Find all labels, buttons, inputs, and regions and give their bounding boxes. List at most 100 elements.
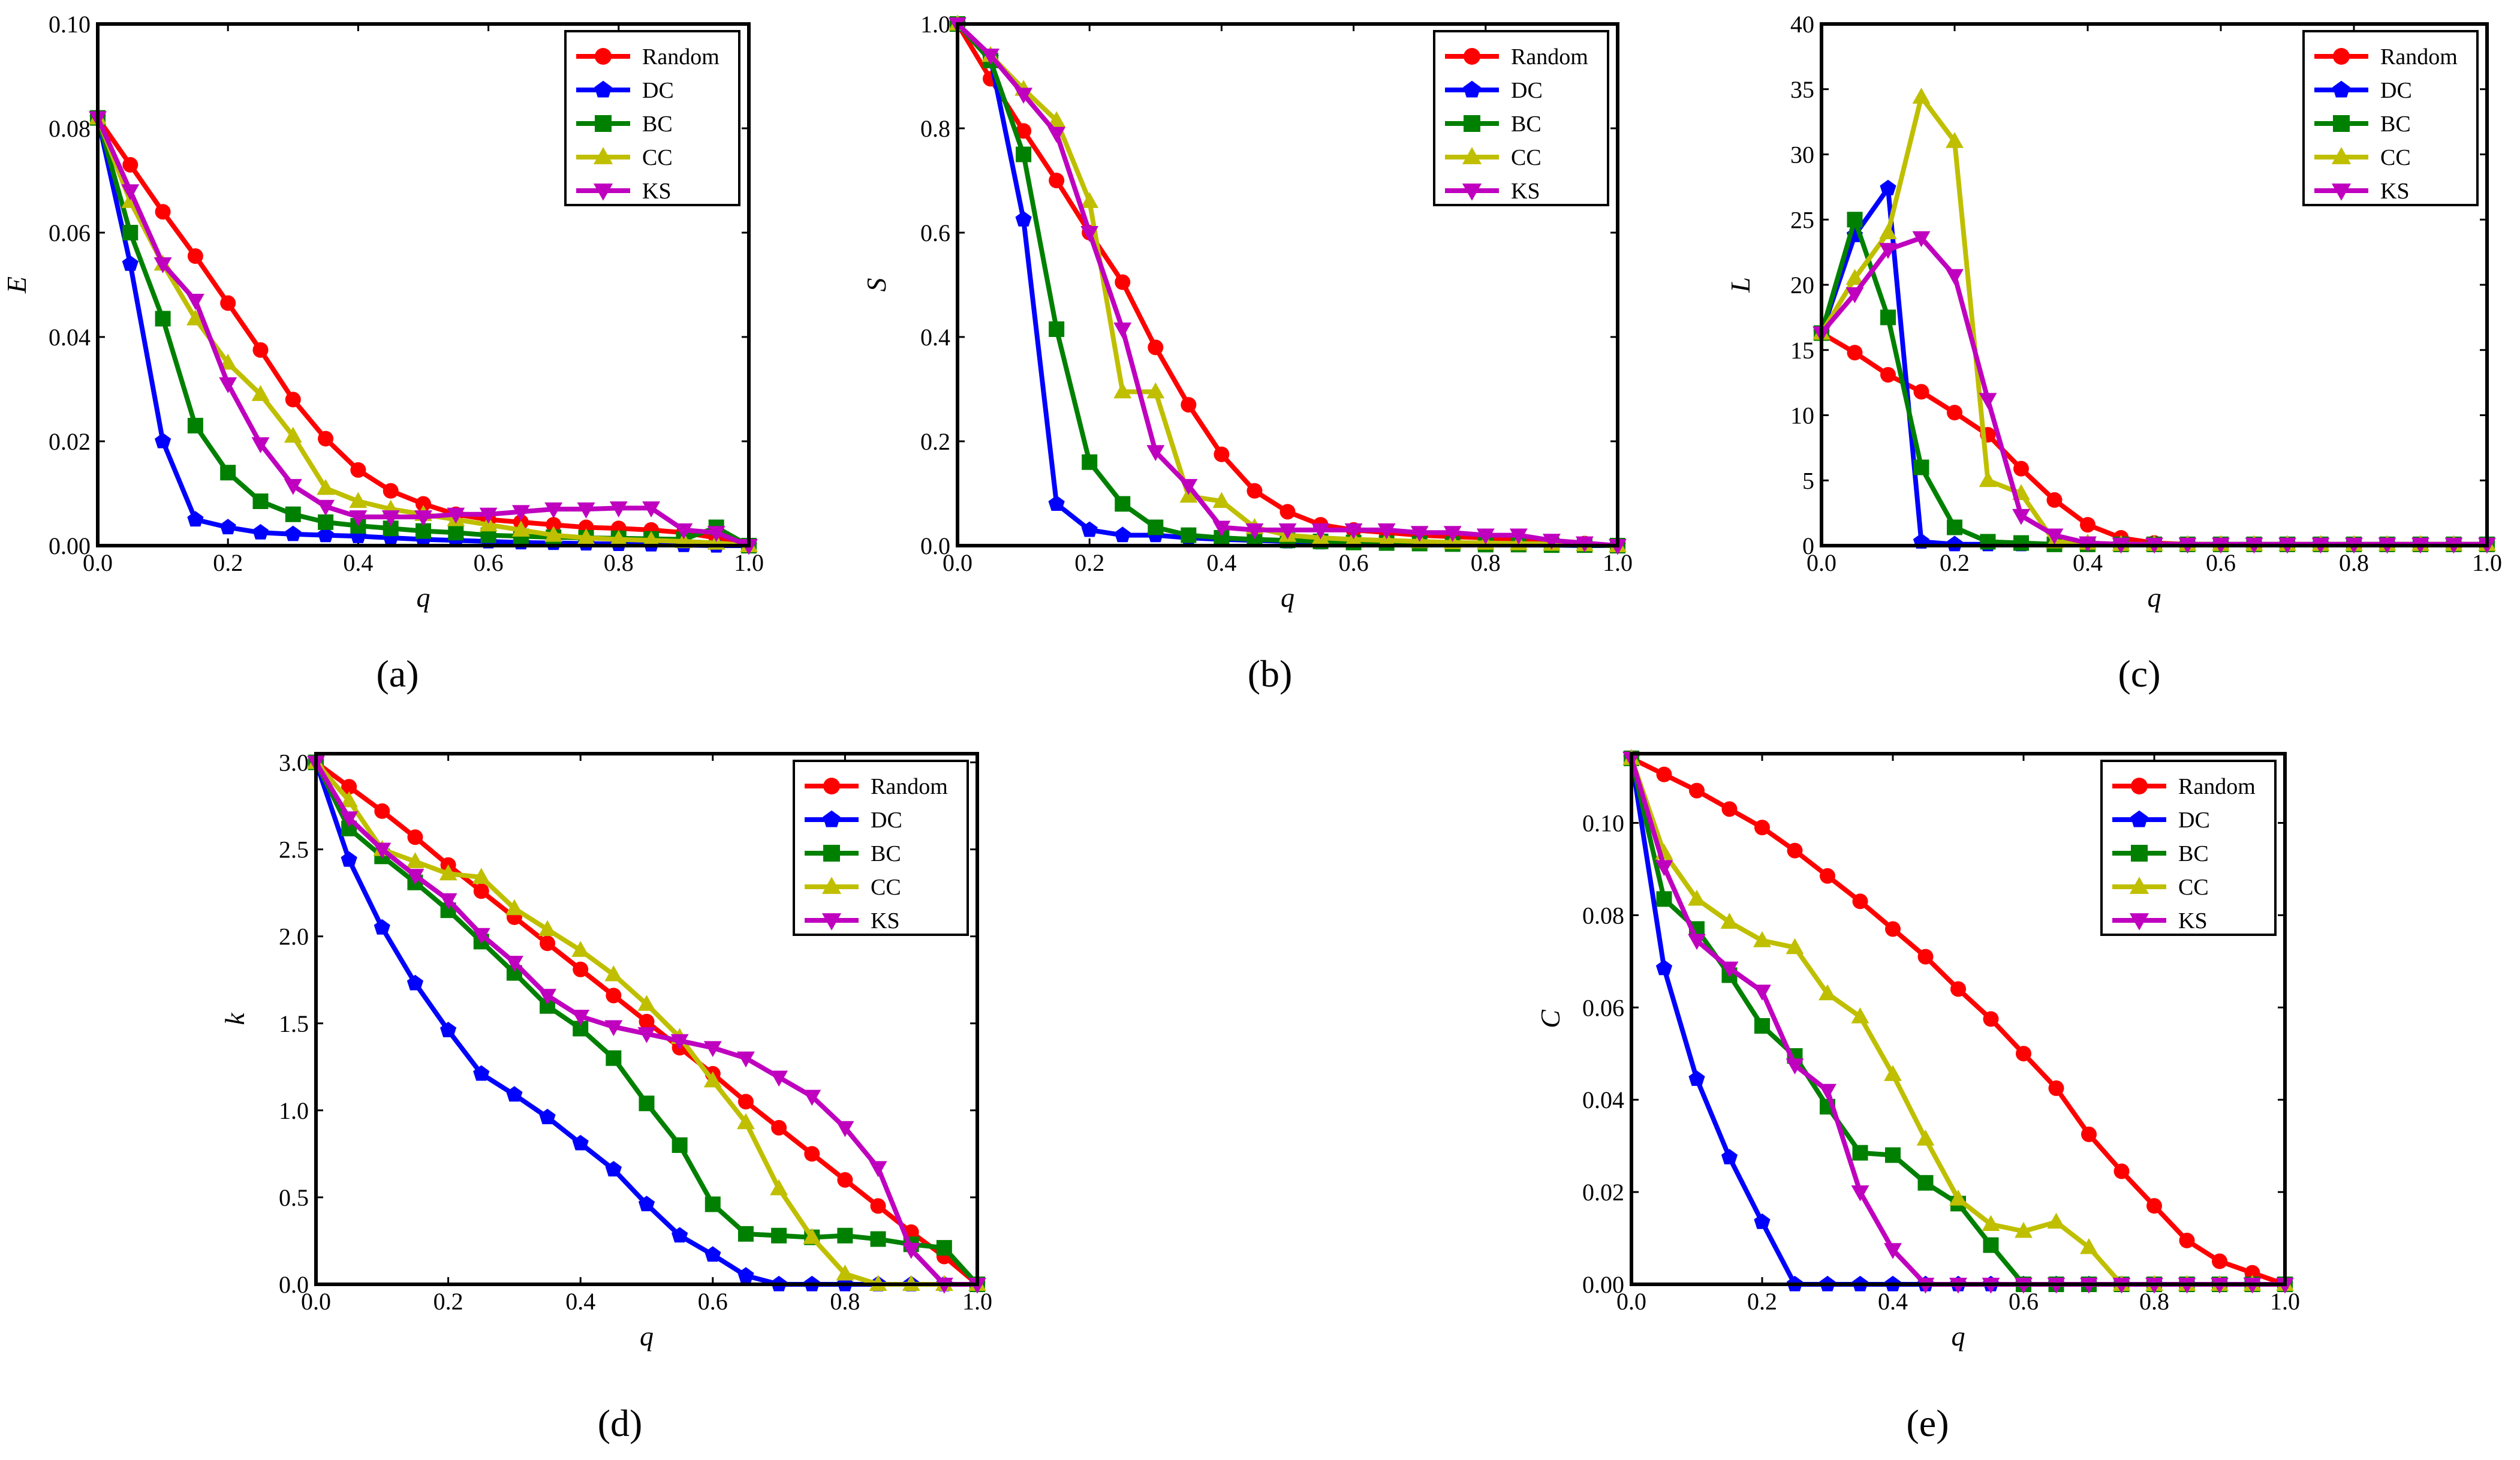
data-point-random bbox=[1115, 274, 1131, 290]
data-point-random bbox=[1820, 868, 1835, 884]
panel-label: (e) bbox=[1906, 1402, 1949, 1444]
data-point-cc bbox=[1786, 938, 1804, 955]
x-axis-label: q bbox=[1281, 582, 1294, 613]
x-tick-label: 0.0 bbox=[943, 549, 973, 576]
data-point-random bbox=[2081, 1126, 2097, 1142]
x-tick-label: 0.4 bbox=[2073, 549, 2103, 576]
data-point-random bbox=[416, 496, 431, 512]
y-tick-label: 10 bbox=[1790, 402, 1814, 429]
x-tick-label: 0.2 bbox=[1074, 549, 1104, 576]
data-point-cc bbox=[1912, 88, 1931, 104]
x-tick-label: 0.0 bbox=[83, 549, 113, 576]
data-point-bc bbox=[1115, 496, 1131, 512]
legend-label-cc: CC bbox=[871, 875, 901, 900]
data-point-ks bbox=[373, 842, 392, 859]
legend-box bbox=[564, 30, 740, 206]
legend-label-dc: DC bbox=[871, 808, 902, 833]
data-point-dc bbox=[407, 974, 424, 991]
data-point-ks bbox=[284, 478, 302, 495]
y-axis-label: C bbox=[1535, 1009, 1565, 1028]
data-point-ks bbox=[1655, 860, 1673, 877]
data-point-ks bbox=[637, 1027, 656, 1043]
data-point-random bbox=[1049, 173, 1065, 188]
x-axis-label: q bbox=[1952, 1321, 1965, 1351]
y-tick-label: 0.06 bbox=[1582, 994, 1624, 1021]
data-point-cc bbox=[604, 965, 623, 982]
y-tick-label: 0.6 bbox=[920, 219, 950, 246]
data-point-bc bbox=[704, 1196, 721, 1212]
data-point-ks bbox=[472, 928, 490, 944]
data-point-bc bbox=[837, 1227, 853, 1244]
data-point-bc bbox=[122, 225, 139, 240]
data-point-cc bbox=[1113, 382, 1132, 399]
legend-label-random: Random bbox=[642, 44, 719, 70]
data-point-dc bbox=[317, 526, 334, 543]
y-tick-label: 0.10 bbox=[49, 11, 91, 38]
x-tick-label: 0.0 bbox=[301, 1288, 331, 1315]
data-point-ks bbox=[381, 510, 400, 526]
data-point-dc bbox=[252, 524, 269, 540]
data-point-random bbox=[1656, 766, 1672, 782]
data-point-bc bbox=[1880, 309, 1896, 326]
data-point-ks bbox=[153, 257, 172, 273]
data-point-ks bbox=[1113, 322, 1132, 339]
data-point-dc bbox=[155, 432, 171, 448]
data-point-dc bbox=[539, 1109, 556, 1124]
data-point-ks bbox=[1410, 526, 1429, 542]
legend-label-bc: BC bbox=[2178, 841, 2209, 866]
data-point-cc bbox=[1720, 913, 1739, 929]
y-axis-label: E bbox=[1, 276, 32, 294]
data-point-random bbox=[1214, 446, 1230, 462]
legend-box bbox=[2100, 760, 2277, 936]
legend-label-cc: CC bbox=[2380, 145, 2411, 170]
data-point-ks bbox=[1245, 523, 1264, 540]
data-point-bc bbox=[737, 1226, 754, 1242]
data-point-random bbox=[1754, 820, 1770, 836]
data-point-random bbox=[1181, 397, 1197, 413]
series-line-random bbox=[1820, 331, 2487, 547]
data-point-cc bbox=[1851, 1007, 1869, 1023]
data-point-dc bbox=[638, 1196, 655, 1212]
data-point-random bbox=[2179, 1232, 2195, 1248]
x-axis-label: q bbox=[417, 582, 430, 613]
data-point-random bbox=[1247, 483, 1263, 499]
legend-label-random: Random bbox=[2380, 44, 2458, 70]
data-point-cc bbox=[1949, 1190, 1967, 1206]
legend-marker-random bbox=[2131, 778, 2148, 794]
data-point-random bbox=[2212, 1253, 2227, 1269]
y-tick-label: 2.0 bbox=[279, 923, 309, 950]
data-point-random bbox=[1913, 384, 1929, 400]
data-point-cc bbox=[1916, 1129, 1935, 1146]
legend: Random DC BC CC KS bbox=[564, 30, 740, 206]
data-point-ks bbox=[609, 501, 628, 517]
data-point-bc bbox=[2013, 535, 2029, 551]
data-point-ks bbox=[1819, 1083, 1836, 1100]
data-point-bc bbox=[672, 1137, 688, 1153]
data-point-bc bbox=[383, 520, 399, 537]
data-point-cc bbox=[538, 920, 556, 937]
data-point-dc bbox=[473, 1065, 490, 1081]
data-point-cc bbox=[609, 529, 628, 546]
plot-frame bbox=[96, 22, 751, 547]
data-point-random bbox=[1947, 405, 1962, 421]
data-point-random bbox=[1917, 949, 1934, 965]
data-point-random bbox=[187, 248, 203, 264]
chart-panel-5: 0.0 0.2 0.4 0.6 0.8 1.00.000.020.040.060.080.… bbox=[1535, 749, 2300, 1351]
y-axis-label: L bbox=[1725, 277, 1756, 293]
data-point-ks bbox=[1509, 528, 1528, 545]
legend-label-dc: DC bbox=[642, 78, 674, 103]
data-point-random bbox=[341, 779, 357, 795]
legend: Random DC BC CC KS bbox=[2100, 760, 2277, 936]
data-point-cc bbox=[2080, 1238, 2098, 1254]
data-point-cc bbox=[1979, 471, 1997, 487]
data-point-cc bbox=[317, 478, 335, 495]
data-point-ks bbox=[1476, 528, 1495, 545]
legend: Random DC BC CC KS bbox=[793, 760, 969, 936]
y-tick-label: 0.08 bbox=[1582, 902, 1624, 929]
x-tick-label: 0.2 bbox=[1940, 549, 1970, 576]
data-point-bc bbox=[448, 525, 464, 541]
y-tick-label: 0.2 bbox=[920, 428, 950, 455]
data-point-ks bbox=[121, 184, 140, 200]
panel-label: (a) bbox=[376, 652, 419, 695]
